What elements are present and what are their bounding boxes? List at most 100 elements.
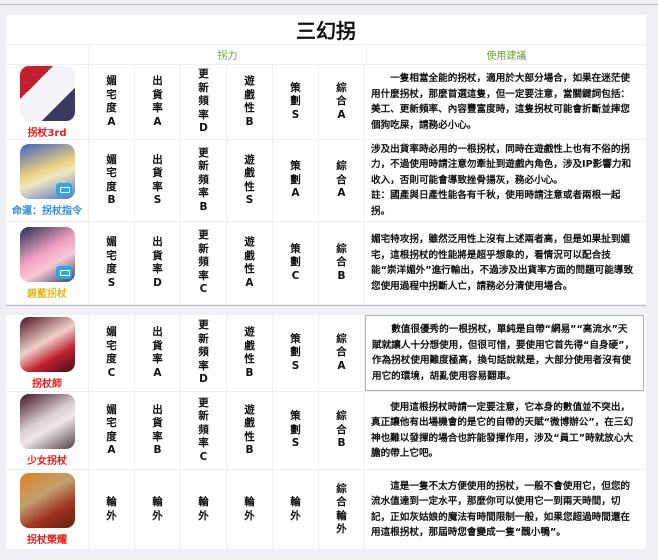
rating-text: 策劃C — [290, 242, 301, 282]
advice-text: 媚宅特攻拐，雖然泛用性上沒有上述兩者高，但是如果扯到媚宅，這根拐杖的性能將是超乎… — [371, 234, 634, 292]
rating-cell: 策劃S — [273, 392, 319, 469]
fate-grand-order-icon — [19, 144, 75, 199]
rating-text: 策劃S — [290, 332, 301, 372]
rating-text: 綜合A — [336, 160, 347, 200]
game-name: 少女拐杖 — [27, 456, 67, 467]
advice-cell: 一隻相當全能的拐杖，適用於大部分場合，如果在迷茫使用什麼拐杖，那麼首選這隻，但一… — [365, 65, 644, 139]
rating-text: 更新頻率C — [198, 396, 209, 463]
table-row: 碧藍拐杖 媚宅度S 出貨率D 更新頻率C 遊戲性A 策劃C 綜合B 媚宅特攻拐，雖然泛用性上沒… — [6, 222, 646, 305]
rating-text: 策劃S — [290, 410, 301, 450]
azur-lane-icon — [19, 226, 75, 282]
table-row: 拐杖3rd 媚宅度A 出貨率A 更新頻率D 遊戲性B 策劃S 綜合A 一隻相當全能的拐杖，適用… — [6, 65, 646, 140]
game-name: 拐杖榮耀 — [27, 535, 67, 546]
advice-text: 使用這根拐杖時請一定要注意，它本身的數值並不突出，真正讓他有出場機會的是它的自帶… — [371, 401, 634, 460]
rating-cell: 媚宅度C — [89, 315, 135, 391]
rating-text: 輪外 — [290, 496, 301, 522]
rating-cell: 出貨率A — [135, 65, 181, 139]
advice-cell: 涉及出貨率時必用的一根拐杖，同時在遊戲性上也有不俗的拐力，不過使用時請注意勿牽扯… — [365, 140, 644, 221]
window-divider — [0, 4, 658, 5]
rating-cell: 更新頻率B — [181, 140, 227, 221]
rating-cell: 更新頻率C — [181, 222, 227, 304]
game-name: 拐杖師 — [32, 378, 62, 390]
advice-cell: 媚宅特攻拐，雖然泛用性上沒有上述兩者高，但是如果扯到媚宅，這根拐杖的性能將是超乎… — [365, 222, 644, 304]
rating-text: 更新頻率B — [198, 146, 209, 213]
rating-text: 輪外 — [106, 496, 117, 522]
game-name: 碧藍拐杖 — [27, 288, 67, 300]
rating-text: 出貨率S — [152, 153, 163, 207]
rating-cell: 綜合B — [319, 222, 365, 304]
rating-cell: 輪外 — [227, 470, 273, 549]
rating-text: 遊戲性B — [244, 403, 255, 457]
rating-cell: 綜合A — [319, 65, 365, 139]
rating-text: 遊戲性S — [244, 153, 255, 207]
rating-cell: 輪外 — [89, 470, 135, 549]
rating-cell: 策劃A — [273, 140, 319, 221]
advice-cell: 使用這根拐杖時請一定要注意，它本身的數值並不突出，真正讓他有出場機會的是它的自帶… — [365, 392, 644, 469]
game-cell: 少女拐杖 — [6, 392, 89, 469]
advice-text: 數值很優秀的一根拐杖，單純是自帶“網易”“高流水”天賦就讓人十分想使用，但很可惜… — [372, 324, 635, 382]
table-header: 拐力 使用建議 — [6, 45, 646, 65]
rating-text: 更新頻率C — [198, 229, 209, 296]
rating-cell: 輪外 — [181, 470, 227, 549]
advice-text: 註：國產與日產性能各有千秋，使用時請注意或者兩根一起拐。 — [371, 190, 621, 217]
rating-cell: 策劃C — [273, 222, 319, 304]
game-cell: 命運：拐杖指令 — [6, 140, 89, 221]
rating-cell: 遊戲性A — [227, 222, 273, 304]
rating-cell: 策劃S — [273, 65, 319, 139]
rating-cell: 輪外 — [273, 470, 319, 549]
advice-cell: 這是一隻不太方便使用的拐杖，一般不會使用它，但您的流水值達到一定水平，那麼你可以… — [365, 470, 644, 549]
table-row: 拐杖師 媚宅度C 出貨率A 更新頻率D 遊戲性B 策劃S 綜合A 數值很優秀的一根拐杖，單純是… — [6, 315, 646, 392]
rating-text: 遊戲性B — [244, 75, 255, 128]
header-power: 拐力 — [89, 45, 367, 64]
rating-text: 輪外 — [244, 496, 255, 522]
advice-text: 這是一隻不太方便使用的拐杖，一般不會使用它，但您的流水值達到一定水平，那麼你可以… — [371, 480, 631, 539]
rating-text: 綜合輪外 — [336, 482, 347, 536]
table-row: 拐杖榮耀 輪外 輪外 輪外 輪外 輪外 綜合輪外 這是一隻不太方便使用的拐杖，一般不會使用它，… — [6, 470, 646, 550]
rating-text: 媚宅度S — [106, 236, 117, 289]
honor-of-kings-icon — [19, 473, 75, 528]
advice-text: 涉及出貨率時必用的一根拐杖，同時在遊戲性上也有不俗的拐力，不過使用時請注意勿牽扯… — [371, 143, 632, 186]
rating-cell: 遊戲性S — [227, 140, 273, 221]
rating-text: 綜合A — [336, 81, 347, 121]
bilibili-badge-icon — [55, 265, 72, 279]
rating-cell: 媚宅度B — [89, 140, 135, 221]
rating-cell: 媚宅度S — [89, 222, 135, 304]
rating-text: 出貨率A — [152, 326, 163, 379]
rating-cell: 媚宅度A — [89, 392, 135, 469]
rating-text: 媚宅度A — [106, 403, 117, 457]
rating-cell: 遊戲性B — [227, 392, 273, 469]
rating-cell: 策劃S — [273, 315, 319, 391]
advice-text: 一隻相當全能的拐杖，適用於大部分場合，如果在迷茫使用什麼拐杖，那麼首選這隻，但一… — [371, 73, 631, 131]
game-cell: 拐杖榮耀 — [6, 470, 89, 549]
rating-text: 媚宅度B — [106, 153, 117, 207]
rating-text: 更新頻率D — [198, 319, 209, 386]
rating-text: 輪外 — [198, 496, 209, 522]
rating-cell: 出貨率B — [135, 392, 181, 469]
game-cell: 碧藍拐杖 — [6, 222, 89, 304]
rating-text: 出貨率D — [152, 236, 163, 289]
header-blank — [6, 45, 89, 64]
rating-cell: 遊戲性B — [227, 315, 273, 391]
table-row: 少女拐杖 媚宅度A 出貨率B 更新頻率C 遊戲性B 策劃S 綜合B 使用這根拐杖時請一定要注意… — [6, 392, 646, 470]
group-separator — [6, 305, 646, 315]
rating-cell: 遊戲性B — [227, 65, 273, 139]
onmyoji-icon — [19, 316, 75, 372]
game-cell: 拐杖師 — [6, 315, 89, 391]
bilibili-badge-icon — [55, 183, 72, 196]
rating-cell: 更新頻率D — [181, 315, 227, 391]
rating-text: 綜合B — [336, 410, 347, 450]
rating-text: 策劃A — [290, 160, 301, 200]
game-cell: 拐杖3rd — [6, 65, 89, 139]
rating-text: 輪外 — [152, 496, 163, 522]
ranking-table: 三幻拐 拐力 使用建議 拐杖3rd 媚宅度A 出貨率A 更新頻率D 遊戲性B 策劃S 綜合A… — [6, 15, 646, 550]
rating-cell: 綜合B — [319, 392, 365, 469]
rating-text: 出貨率A — [152, 75, 163, 128]
game-name: 拐杖3rd — [27, 127, 67, 139]
table-row: 命運：拐杖指令 媚宅度B 出貨率S 更新頻率B 遊戲性S 策劃A 綜合A 涉及出貨率時必用的一… — [6, 140, 646, 222]
rating-cell: 輪外 — [135, 470, 181, 549]
rating-text: 策劃S — [290, 81, 301, 121]
rating-cell: 綜合A — [319, 315, 365, 391]
rating-cell: 更新頻率C — [181, 392, 227, 469]
page-title: 三幻拐 — [6, 15, 646, 45]
rating-cell: 出貨率A — [135, 315, 181, 391]
